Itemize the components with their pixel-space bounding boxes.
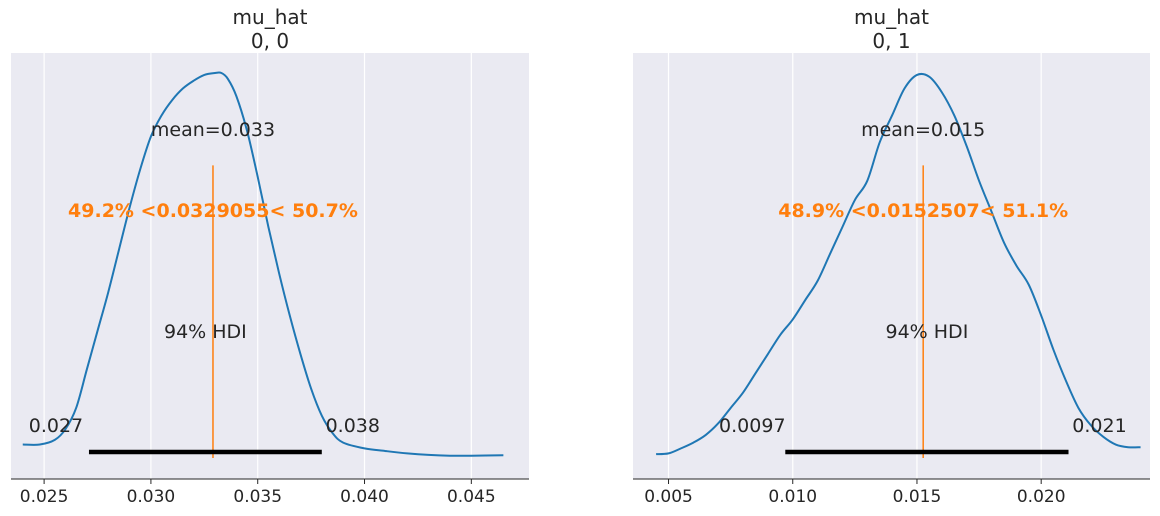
x-tick-label: 0.040 <box>340 487 389 507</box>
panel-title-line-1: mu_hat <box>233 5 308 29</box>
x-axis-ticks: 0.025 0.030 0.035 0.040 0.045 <box>20 479 496 507</box>
hdi-upper-bound-label: 0.021 <box>1072 415 1126 437</box>
panel-title-line-2: 0, 1 <box>872 29 910 53</box>
reference-value-label: 48.9% <0.0152507< 51.1% <box>778 200 1068 222</box>
kde-density-curve <box>656 72 1141 456</box>
x-tick-label: 0.020 <box>1017 487 1066 507</box>
hdi-probability-label: 94% HDI <box>886 321 969 343</box>
x-tick-label: 0.030 <box>127 487 176 507</box>
plot-background <box>633 53 1150 479</box>
grid-lines <box>43 53 472 479</box>
x-tick-label: 0.045 <box>447 487 496 507</box>
posterior-panel-mu-hat-0-1: 0.005 0.010 0.015 0.020 mu_hat 0, 1 mean=0.… <box>633 5 1150 507</box>
hdi-probability-label: 94% HDI <box>164 321 247 343</box>
posterior-panel-mu-hat-0-0: 0.025 0.030 0.035 0.040 0.045 mu_hat 0, 0 me… <box>11 5 529 507</box>
mean-label: mean=0.015 <box>861 119 985 141</box>
x-tick-label: 0.010 <box>768 487 817 507</box>
panel-title-line-2: 0, 0 <box>251 29 289 53</box>
plot-background <box>11 53 529 479</box>
x-tick-label: 0.005 <box>644 487 693 507</box>
mean-label: mean=0.033 <box>151 119 275 141</box>
panel-title-line-1: mu_hat <box>854 5 929 29</box>
reference-value-label: 49.2% <0.0329055< 50.7% <box>68 200 358 222</box>
grid-lines <box>667 53 1042 479</box>
x-tick-label: 0.035 <box>233 487 282 507</box>
hdi-lower-bound-label: 0.027 <box>29 415 83 437</box>
x-axis-ticks: 0.005 0.010 0.015 0.020 <box>644 479 1066 507</box>
hdi-upper-bound-label: 0.038 <box>326 415 380 437</box>
x-tick-label: 0.025 <box>20 487 69 507</box>
x-tick-label: 0.015 <box>893 487 942 507</box>
kde-density-curve <box>22 71 504 457</box>
hdi-lower-bound-label: 0.0097 <box>719 415 785 437</box>
